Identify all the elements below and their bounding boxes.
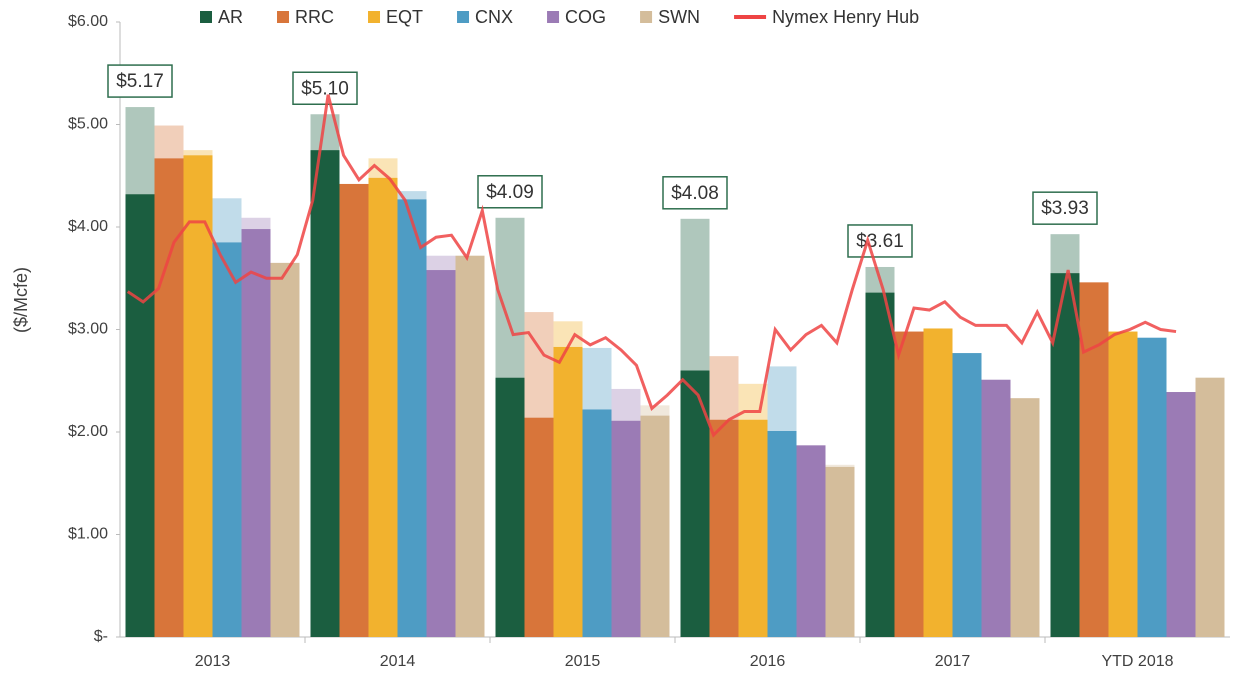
legend-label: COG	[565, 7, 606, 27]
annotation-box	[292, 71, 358, 105]
bar-upper	[582, 347, 612, 410]
y-tick-label: $1.00	[68, 526, 108, 543]
bar-upper	[1050, 234, 1080, 274]
bar-upper	[368, 158, 398, 178]
x-tick-label: 2014	[380, 653, 416, 670]
bar	[1137, 337, 1167, 637]
bar	[524, 417, 554, 637]
bar	[426, 270, 456, 637]
bar	[796, 445, 826, 637]
annotation: $5.10	[301, 78, 349, 99]
bar-upper	[709, 356, 739, 420]
bar	[640, 415, 670, 637]
bar	[241, 229, 271, 638]
legend-label: EQT	[386, 7, 423, 27]
bar	[368, 177, 398, 638]
y-tick-label: $6.00	[68, 13, 108, 30]
annotation-box	[477, 175, 543, 209]
annotation: $4.08	[671, 183, 719, 204]
bar	[582, 409, 612, 637]
legend-label: CNX	[475, 7, 513, 27]
x-tick-label: 2017	[935, 653, 971, 670]
bar	[709, 419, 739, 637]
bar	[270, 262, 300, 637]
legend-swatch	[640, 11, 653, 23]
bar	[1166, 392, 1196, 637]
annotation-box	[662, 176, 728, 210]
bar-upper	[212, 198, 242, 243]
legend-swatch	[547, 11, 560, 23]
bar	[154, 158, 184, 637]
legend-label: RRC	[295, 7, 334, 27]
bar	[767, 430, 797, 637]
legend-swatch	[200, 11, 212, 23]
y-tick-label: $-	[94, 628, 108, 645]
bar	[310, 150, 340, 637]
bar-upper	[640, 405, 670, 416]
annotation: $5.17	[116, 71, 164, 92]
price-line	[126, 94, 1177, 438]
bar	[894, 331, 924, 637]
bar	[553, 346, 583, 637]
bar	[183, 155, 213, 637]
bar	[952, 353, 982, 637]
annotation-box	[847, 224, 913, 258]
bar	[738, 419, 768, 637]
bar	[865, 292, 895, 637]
bar-upper	[825, 464, 855, 467]
x-tick-label: 2015	[565, 653, 601, 670]
y-tick-label: $3.00	[68, 321, 108, 338]
bar-upper	[154, 125, 184, 159]
annotation: $3.61	[856, 231, 904, 252]
bar	[495, 377, 525, 637]
x-tick-label: 2016	[750, 653, 786, 670]
bar	[125, 194, 155, 637]
annotation-box	[107, 64, 173, 98]
legend-swatch	[368, 11, 381, 23]
y-axis-label: ($/Mcfe)	[11, 267, 31, 333]
annotation: $4.09	[486, 182, 534, 203]
y-tick-label: $5.00	[68, 116, 108, 133]
bar-upper	[553, 321, 583, 347]
bar	[1108, 331, 1138, 637]
bar-upper	[767, 366, 797, 431]
bar	[825, 466, 855, 637]
bar-upper	[125, 107, 155, 195]
bar	[1195, 377, 1225, 637]
bar	[611, 420, 641, 637]
y-tick-label: $2.00	[68, 423, 108, 440]
legend-label: SWN	[658, 7, 700, 27]
bar	[923, 328, 953, 637]
legend-label: Nymex Henry Hub	[772, 7, 919, 27]
bar	[339, 183, 369, 637]
bar-upper	[183, 150, 213, 156]
bar-upper	[680, 218, 710, 371]
annotation-box	[1032, 191, 1098, 225]
bar	[1010, 398, 1040, 637]
bar	[397, 199, 427, 637]
legend-swatch	[277, 11, 290, 23]
x-tick-label: YTD 2018	[1101, 653, 1173, 670]
legend-label: AR	[218, 7, 243, 27]
bar-upper	[241, 217, 271, 230]
bar	[455, 255, 485, 637]
annotation: $3.93	[1041, 198, 1089, 219]
bar-upper	[524, 312, 554, 418]
bar	[1079, 282, 1109, 637]
bar-upper	[397, 191, 427, 200]
x-tick-label: 2013	[195, 653, 231, 670]
bar-upper	[426, 255, 456, 271]
legend-swatch	[457, 11, 470, 23]
y-tick-label: $4.00	[68, 218, 108, 235]
bar-upper	[611, 388, 641, 421]
bar	[981, 379, 1011, 637]
bar	[212, 242, 242, 637]
